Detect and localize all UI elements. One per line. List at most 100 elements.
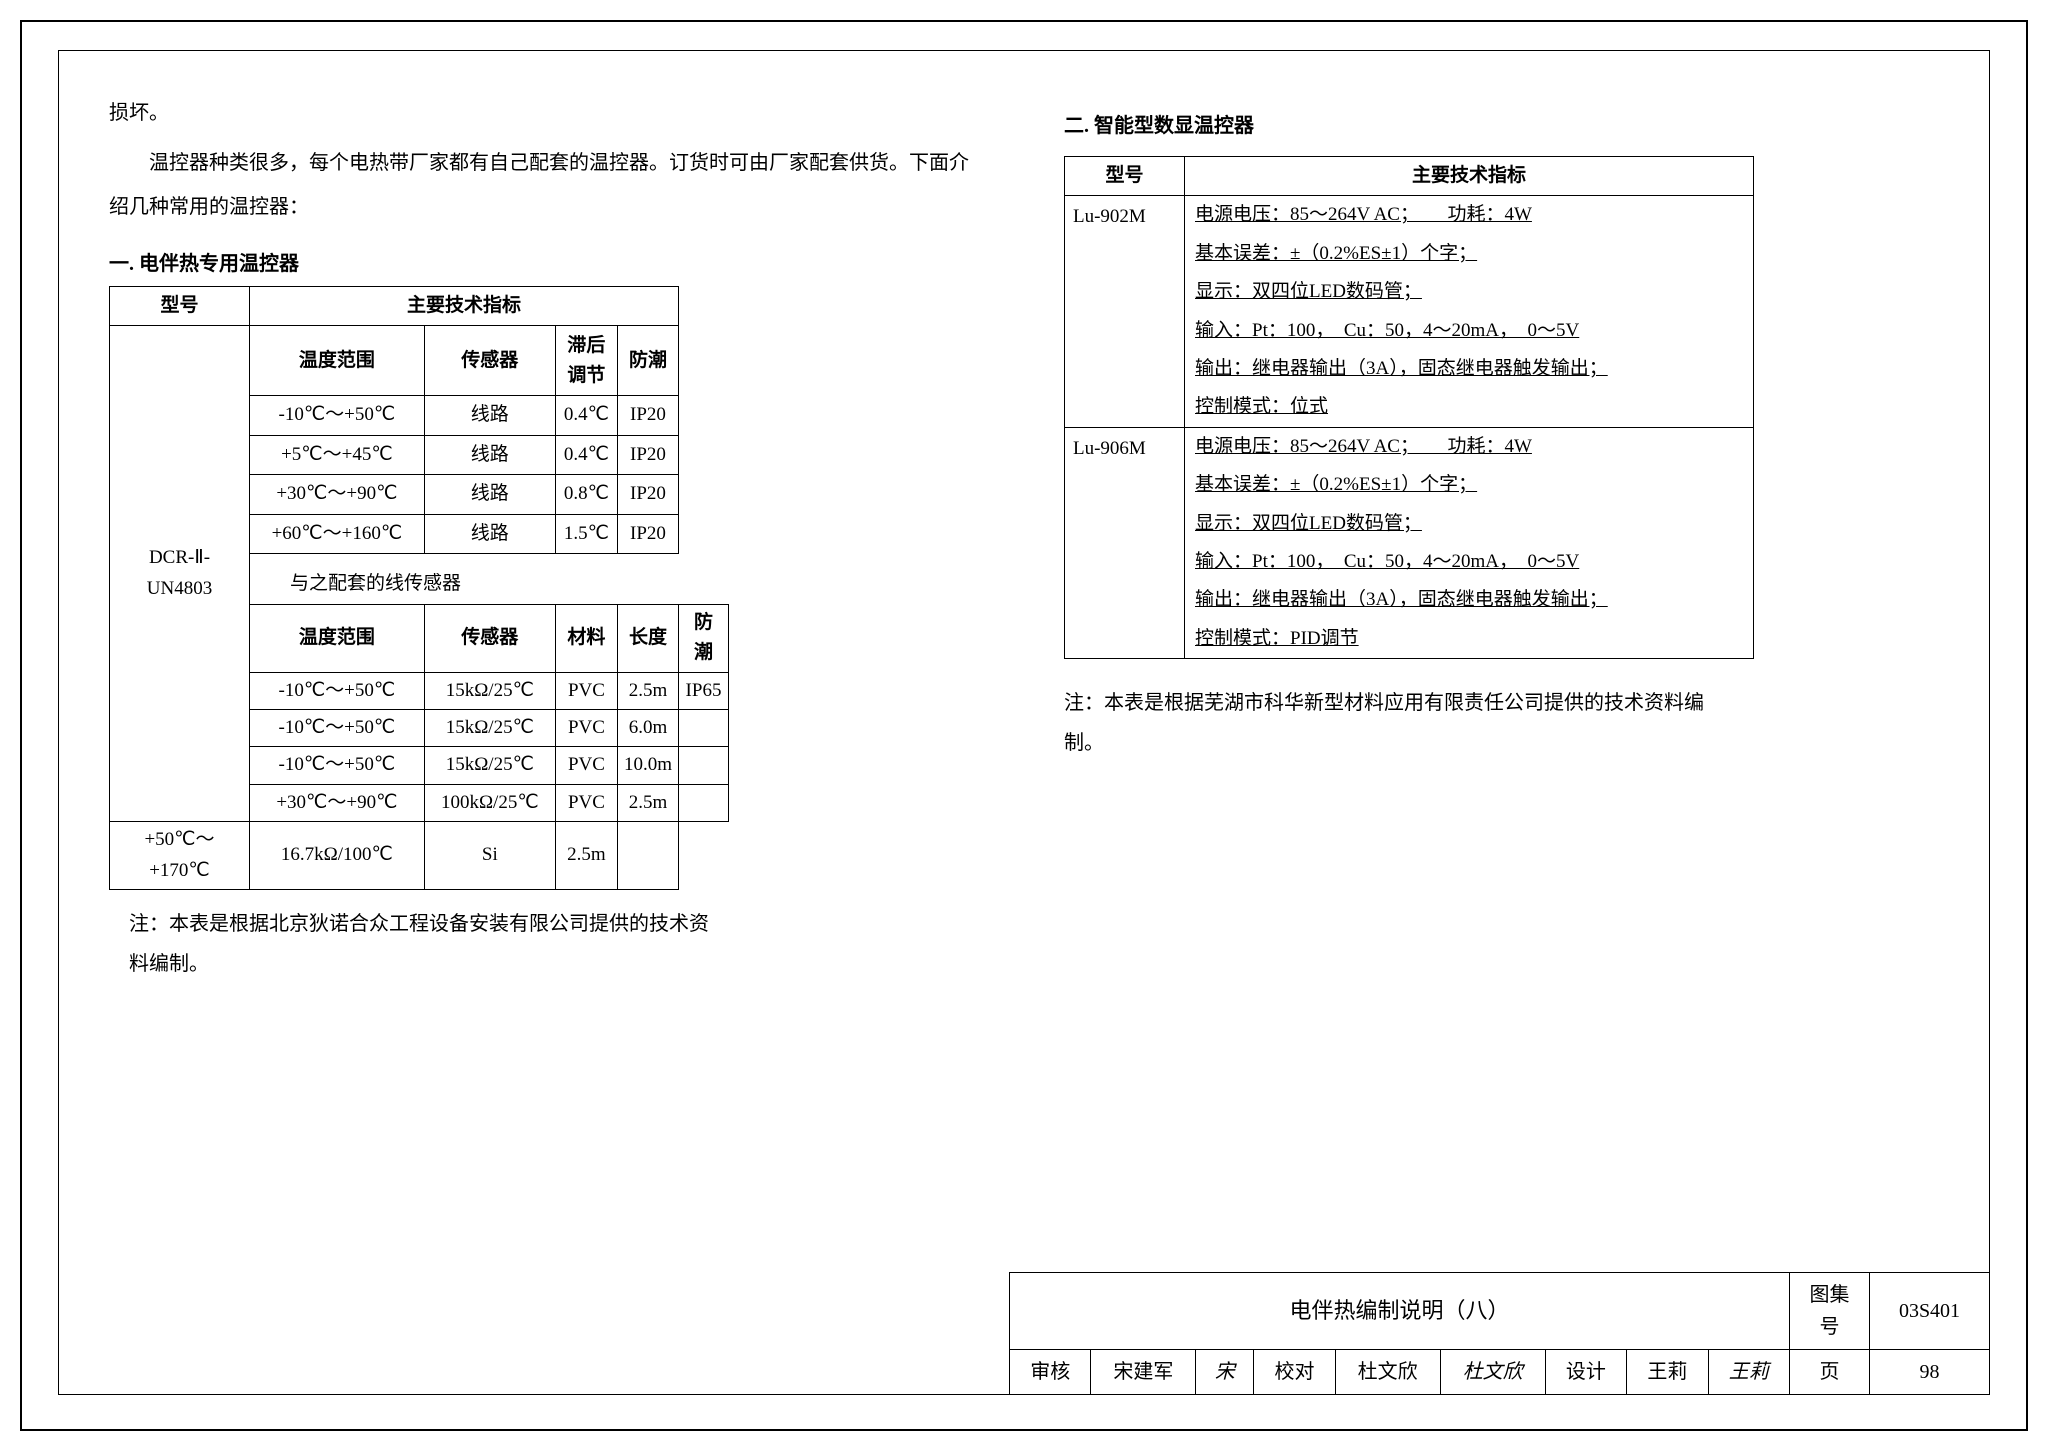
t2-m1-l4: 输出：继电器输出（3A），固态继电器触发输出； (1195, 589, 1608, 610)
t2-m0-l0: 电源电压：85～264V AC； 功耗：4W (1195, 204, 1532, 225)
t2-m0-l4: 输出：继电器输出（3A），固态继电器触发输出； (1195, 358, 1608, 379)
title-block: 电伴热编制说明（八） 图集号 03S401 审核 宋建军 宋 校对 杜文欣 杜文… (1009, 1272, 1990, 1395)
t2-m1: Lu-906M (1065, 427, 1185, 658)
t1-r3c3: IP20 (617, 514, 678, 553)
t1s-r4c4 (617, 822, 678, 890)
content-columns: 损坏。 温控器种类很多，每个电热带厂家都有自己配套的温控器。订货时可由厂家配套供… (109, 91, 1939, 984)
para-intro: 温控器种类很多，每个电热带厂家都有自己配套的温控器。订货时可由厂家配套供货。下面… (109, 141, 984, 229)
t1-sensor-caption: 与之配套的线传感器 (250, 563, 679, 604)
t2-m0-l3: 输入：Pt：100， Cu：50，4～20mA， 0～5V (1195, 320, 1579, 341)
t2-h-model: 型号 (1065, 157, 1185, 196)
left-column: 损坏。 温控器种类很多，每个电热带厂家都有自己配套的温控器。订货时可由厂家配套供… (109, 91, 984, 984)
t1s-r2c0: -10℃～+50℃ (250, 747, 425, 784)
t1s-r1c2: PVC (555, 710, 617, 747)
t1s-h4: 防潮 (679, 604, 729, 672)
t1-sh-2: 滞后调节 (555, 326, 617, 396)
t1s-r1c3: 6.0m (617, 710, 678, 747)
t1s-r1c0: -10℃～+50℃ (250, 710, 425, 747)
t1-r0c0: -10℃～+50℃ (250, 396, 425, 435)
t1-h-model: 型号 (110, 287, 250, 326)
tb-atlas-value: 03S401 (1870, 1273, 1990, 1350)
t1s-r2c1: 15kΩ/25℃ (424, 747, 555, 784)
t2-m0: Lu-902M (1065, 196, 1185, 427)
t1s-r0c2: PVC (555, 672, 617, 709)
tb-review-sig: 宋 (1196, 1350, 1254, 1395)
t1-model: DCR-Ⅱ-UN4803 (110, 326, 250, 822)
t2-m0-l5: 控制模式：位式 (1195, 396, 1328, 417)
t1s-r4c0: +50℃～+170℃ (110, 822, 250, 890)
section1-title: 一. 电伴热专用温控器 (109, 247, 984, 276)
tb-check-sig: 杜文欣 (1440, 1350, 1545, 1395)
t1s-r3c0: +30℃～+90℃ (250, 784, 425, 821)
t1-r3c2: 1.5℃ (555, 514, 617, 553)
t1s-r3c4 (679, 784, 729, 821)
t1s-r3c1: 100kΩ/25℃ (424, 784, 555, 821)
t2-m0-l1: 基本误差：±（0.2%ES±1）个字； (1195, 243, 1477, 264)
t1s-r1c1: 15kΩ/25℃ (424, 710, 555, 747)
tb-title: 电伴热编制说明（八） (1010, 1273, 1790, 1350)
tb-page-label: 页 (1790, 1350, 1870, 1395)
t1-r0c2: 0.4℃ (555, 396, 617, 435)
para-damage: 损坏。 (109, 91, 984, 135)
t1s-h1: 传感器 (424, 604, 555, 672)
t2-m1-l5: 控制模式：PID调节 (1195, 628, 1359, 649)
t2-m1-l0: 电源电压：85～264V AC； 功耗：4W (1195, 436, 1532, 457)
t1-r2c0: +30℃～+90℃ (250, 475, 425, 514)
t2-m0-l2: 显示：双四位LED数码管； (1195, 281, 1422, 302)
tb-page-value: 98 (1870, 1350, 1990, 1395)
t1s-r2c3: 10.0m (617, 747, 678, 784)
t1-r1c2: 0.4℃ (555, 435, 617, 474)
t1-sh-1: 传感器 (424, 326, 555, 396)
t1-r1c1: 线路 (424, 435, 555, 474)
t1s-r1c4 (679, 710, 729, 747)
tb-design-name: 王莉 (1627, 1350, 1708, 1395)
tb-atlas-label: 图集号 (1790, 1273, 1870, 1350)
right-column: 二. 智能型数显温控器 型号 主要技术指标 Lu-902M 电源电压：85～26… (1064, 91, 1939, 984)
t1s-r0c4: IP65 (679, 672, 729, 709)
note2: 注：本表是根据芜湖市科华新型材料应用有限责任公司提供的技术资料编制。 (1064, 683, 1714, 763)
inner-frame: 损坏。 温控器种类很多，每个电热带厂家都有自己配套的温控器。订货时可由厂家配套供… (58, 50, 1990, 1395)
t1-r2c1: 线路 (424, 475, 555, 514)
t1s-h3: 长度 (617, 604, 678, 672)
tb-review-name: 宋建军 (1091, 1350, 1196, 1395)
tb-check-label: 校对 (1254, 1350, 1335, 1395)
tb-design-sig: 王莉 (1708, 1350, 1789, 1395)
t1s-r2c4 (679, 747, 729, 784)
table2: 型号 主要技术指标 Lu-902M 电源电压：85～264V AC； 功耗：4W… (1064, 156, 1754, 659)
t2-m1-l3: 输入：Pt：100， Cu：50，4～20mA， 0～5V (1195, 551, 1579, 572)
t1s-r0c3: 2.5m (617, 672, 678, 709)
t1-r2c2: 0.8℃ (555, 475, 617, 514)
t1s-r4c3: 2.5m (555, 822, 617, 890)
t1-r3c1: 线路 (424, 514, 555, 553)
t1-r2c3: IP20 (617, 475, 678, 514)
t1s-r2c2: PVC (555, 747, 617, 784)
t2-m1-l2: 显示：双四位LED数码管； (1195, 513, 1422, 534)
table1: 型号 主要技术指标 DCR-Ⅱ-UN4803 温度范围 传感器 滞后调节 防潮 … (109, 286, 729, 890)
t1s-r0c1: 15kΩ/25℃ (424, 672, 555, 709)
tb-review-label: 审核 (1010, 1350, 1091, 1395)
t1-sh-0: 温度范围 (250, 326, 425, 396)
tb-check-name: 杜文欣 (1335, 1350, 1440, 1395)
t1-r0c3: IP20 (617, 396, 678, 435)
t2-m0-spec: 电源电压：85～264V AC； 功耗：4W 基本误差：±（0.2%ES±1）个… (1185, 196, 1754, 427)
section2-title: 二. 智能型数显温控器 (1064, 109, 1939, 138)
note1: 注：本表是根据北京狄诺合众工程设备安装有限公司提供的技术资料编制。 (109, 904, 709, 984)
t1s-r4c2: Si (424, 822, 555, 890)
t1-spacer (250, 553, 679, 563)
t1-r1c3: IP20 (617, 435, 678, 474)
outer-frame: 损坏。 温控器种类很多，每个电热带厂家都有自己配套的温控器。订货时可由厂家配套供… (20, 20, 2028, 1431)
t1s-r0c0: -10℃～+50℃ (250, 672, 425, 709)
t1-sh-3: 防潮 (617, 326, 678, 396)
t1-r3c0: +60℃～+160℃ (250, 514, 425, 553)
t2-m1-l1: 基本误差：±（0.2%ES±1）个字； (1195, 474, 1477, 495)
t1s-r3c2: PVC (555, 784, 617, 821)
t2-h-spec: 主要技术指标 (1185, 157, 1754, 196)
t1s-h0: 温度范围 (250, 604, 425, 672)
t1-h-spec: 主要技术指标 (250, 287, 679, 326)
tb-design-label: 设计 (1545, 1350, 1626, 1395)
t1-r0c1: 线路 (424, 396, 555, 435)
t1-r1c0: +5℃～+45℃ (250, 435, 425, 474)
t1s-r4c1: 16.7kΩ/100℃ (250, 822, 425, 890)
t1s-r3c3: 2.5m (617, 784, 678, 821)
t2-m1-spec: 电源电压：85～264V AC； 功耗：4W 基本误差：±（0.2%ES±1）个… (1185, 427, 1754, 658)
